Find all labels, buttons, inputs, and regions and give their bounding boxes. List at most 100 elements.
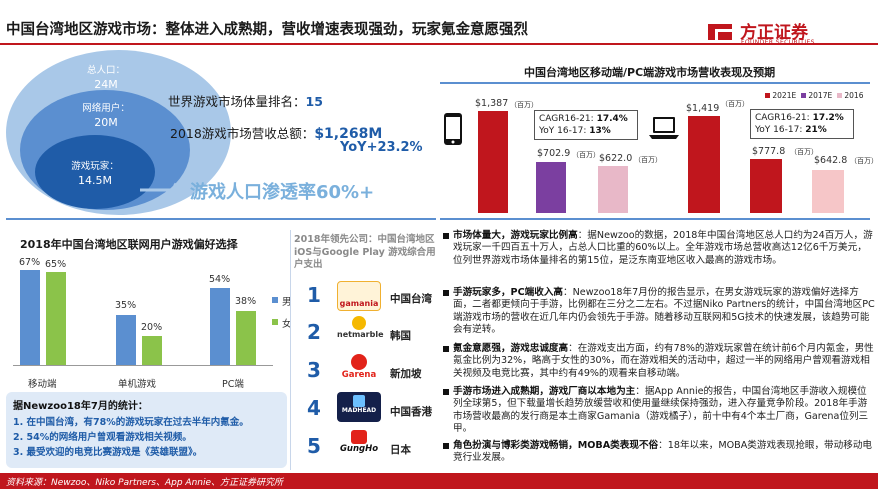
- mobile-cagr-value: 17.4%: [596, 114, 628, 124]
- pref-cat-mobile: 移动端: [28, 379, 57, 390]
- pc-unit-2016: （百万）: [850, 157, 878, 165]
- right-divider: [440, 218, 870, 220]
- pc-bar-2016: [812, 170, 844, 213]
- rank-region: 中国台湾: [390, 293, 432, 305]
- pref-chart-title: 2018年中国台湾地区联网用户游戏偏好选择: [20, 238, 238, 251]
- ranking-title: 2018年领先公司：中国台湾地区iOS与Google Play 游戏综合用户支出: [294, 234, 436, 270]
- laptop-icon: [649, 117, 679, 139]
- footer-bar: [0, 473, 878, 489]
- pref-bar-mobile-female: [46, 272, 66, 365]
- logo-text: 方正证券: [740, 23, 808, 43]
- pref-bar-pc-male: [210, 288, 230, 365]
- revenue-yoy: YoY+23.2%: [340, 140, 423, 155]
- pc-cagr-label: CAGR16-21:: [755, 113, 810, 123]
- net-users-label: 网络用户：: [82, 103, 130, 114]
- logo-subtext: FOUNDER SECURITIES: [741, 39, 815, 46]
- revenue-chart-divider: [440, 82, 870, 84]
- page-title: 中国台湾地区游戏市场：整体进入成熟期，营收增速表现强劲，玩家氪金意愿强烈: [6, 22, 528, 38]
- pref-cat-pc: PC端: [222, 379, 244, 390]
- pref-legend-male-swatch: [272, 297, 278, 303]
- bullet-item: 氪金意愿强，游戏忠诚度高：在游戏支出方面，约有78%的游戏玩家曾在统计前6个月内…: [443, 343, 875, 380]
- pref-bar-single-male: [116, 315, 136, 365]
- revenue-value: $1,268M: [314, 126, 383, 142]
- pc-cagr-box: CAGR16-21: 17.2% YoY 16-17: 21%: [750, 109, 854, 139]
- rank-region: 韩国: [390, 330, 411, 342]
- garena-logo-icon: Garena: [337, 354, 381, 384]
- gamania-logo-text: gamania: [339, 299, 379, 308]
- pref-legend-male: 男: [282, 297, 292, 308]
- bullet-bold: 市场体量大，游戏玩家比例高: [453, 230, 578, 241]
- rank-number: 2: [307, 320, 321, 344]
- gamers-value: 14.5M: [78, 174, 112, 187]
- left-divider: [6, 218, 436, 220]
- mobile-unit-2016: （百万）: [634, 156, 662, 164]
- mobile-bar-2021e: [478, 111, 508, 213]
- mobile-yoy-value: 13%: [589, 126, 611, 136]
- pc-value-2021e: $1,419: [686, 103, 720, 114]
- footer-source: 资料来源：Newzoo、Niko Partners、App Annie、方正证券…: [6, 478, 284, 488]
- pc-bar-2021e: [688, 116, 720, 213]
- pref-cat-single: 单机游戏: [118, 379, 157, 390]
- bullet-bold: 手游玩家多，PC端收入高: [453, 287, 564, 298]
- notes-row: 3. 最受欢迎的电竞比赛游戏是《英雄联盟》。: [13, 447, 203, 458]
- pref-bar-mobile-male: [20, 270, 40, 365]
- revenue-line: 2018游戏市场营收总额：$1,268M: [170, 123, 382, 142]
- pref-bar-single-female: [142, 336, 162, 365]
- mobile-cagr-box: CAGR16-21: 17.4% YoY 16-17: 13%: [534, 110, 638, 140]
- pc-unit-2021e: （百万）: [721, 100, 749, 108]
- net-users-value: 20M: [94, 116, 118, 129]
- mobile-yoy-label: YoY 16-17:: [539, 126, 587, 136]
- gungho-logo-text: GungHo: [339, 444, 379, 454]
- mobile-value-2017e: $702.9: [537, 148, 571, 159]
- pc-value-2016: $642.8: [814, 155, 848, 166]
- mobile-bar-2016: [598, 166, 628, 213]
- bullet-text: ：在游戏支出方面，约有78%的游戏玩家曾在统计前6个月内氪金，男性氪金比例为32…: [453, 343, 874, 379]
- mobile-bar-2017e: [536, 162, 566, 213]
- pref-legend-female: 女: [282, 319, 292, 330]
- bullet-item: 市场体量大，游戏玩家比例高：据Newzoo的数据，2018年中国台湾地区总人口约…: [443, 230, 875, 267]
- pref-legend-female-swatch: [272, 319, 278, 325]
- mobile-value-2021e: $1,387: [475, 98, 509, 109]
- mobile-cagr-label: CAGR16-21:: [539, 114, 594, 124]
- pref-label-pc-female: 38%: [235, 296, 257, 307]
- total-population-value: 24M: [94, 78, 118, 91]
- rank-number: 4: [307, 396, 321, 420]
- total-population-label: 总人口：: [86, 65, 125, 76]
- pref-label-single-male: 35%: [115, 300, 137, 311]
- bullet-text: ：18年以来，MOBA类游戏表现抢眼，带动移动电竞行业发展。: [453, 440, 873, 464]
- bullet-text: ：Newzoo18年7月份的报告显示，在男女游戏玩家的游戏偏好选择方面，二者都更…: [453, 287, 875, 336]
- netmarble-logo-text: netmarble: [337, 330, 384, 339]
- netmarble-logo-icon: netmarble: [337, 316, 384, 346]
- mobile-unit-2021e: （百万）: [510, 101, 538, 109]
- pc-value-2017e: $777.8: [752, 146, 786, 157]
- rank-region: 中国香港: [390, 406, 432, 418]
- bullet-bold: 氪金意愿强，游戏忠诚度高: [453, 343, 569, 354]
- notes-box: 据Newzoo18年7月的统计： 1. 在中国台湾，有78%的游戏玩家在过去半年…: [6, 392, 287, 468]
- rank-region: 日本: [390, 444, 411, 456]
- gamers-ellipse: [35, 135, 155, 209]
- rank-number: 1: [307, 283, 321, 307]
- pref-axis: [13, 365, 273, 366]
- garena-logo-text: Garena: [341, 370, 377, 380]
- mobile-value-2016: $622.0: [599, 153, 633, 164]
- revenue-legend: 2021E 2017E 2016: [765, 91, 863, 100]
- pc-yoy-value: 21%: [805, 125, 827, 135]
- mobile-unit-2017e: （百万）: [572, 151, 600, 159]
- revenue-label: 2018游戏市场营收总额：: [170, 126, 315, 141]
- bullet-text: ：据Newzoo的数据，2018年中国台湾地区总人口约为24百万人，游戏玩家一千…: [453, 230, 873, 266]
- bullet-item: 角色扮演与博彩类游戏畅销，MOBA类表现不俗：18年以来，MOBA类游戏表现抢眼…: [443, 440, 875, 465]
- notes-row: 1. 在中国台湾，有78%的游戏玩家在过去半年内氪金。: [13, 417, 249, 428]
- pref-bar-pc-female: [236, 311, 256, 365]
- bullet-bold: 角色扮演与博彩类游戏畅销，MOBA类表现不俗: [453, 440, 659, 451]
- legend-2016: 2016: [844, 91, 864, 100]
- rank-line: 世界游戏市场体量排名：15: [168, 91, 323, 110]
- legend-2017e: 2017E: [808, 91, 833, 100]
- madhead-logo-text: MADHEAD: [341, 407, 377, 414]
- arrow-icon: [140, 182, 187, 198]
- pc-cagr-value: 17.2%: [812, 113, 844, 123]
- rank-label: 世界游戏市场体量排名：: [168, 94, 306, 109]
- pc-unit-2017e: （百万）: [790, 148, 818, 156]
- gungho-logo-icon: GungHo: [337, 430, 381, 460]
- pref-label-pc-male: 54%: [209, 274, 231, 285]
- rank-number: 5: [307, 434, 321, 458]
